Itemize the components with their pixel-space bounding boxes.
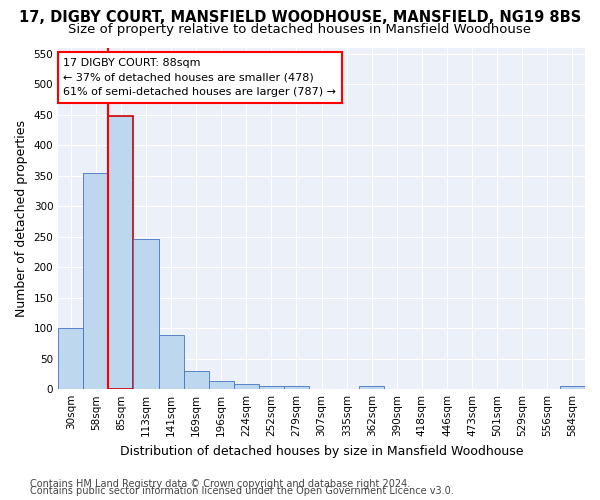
- Y-axis label: Number of detached properties: Number of detached properties: [15, 120, 28, 317]
- Bar: [359, 386, 385, 389]
- X-axis label: Distribution of detached houses by size in Mansfield Woodhouse: Distribution of detached houses by size …: [120, 444, 523, 458]
- Text: Contains public sector information licensed under the Open Government Licence v3: Contains public sector information licen…: [30, 486, 454, 496]
- Bar: [259, 386, 284, 389]
- Bar: [133, 239, 158, 389]
- Bar: [560, 386, 585, 389]
- Bar: [158, 336, 184, 389]
- Bar: [83, 172, 109, 389]
- Bar: [284, 386, 309, 389]
- Bar: [209, 381, 234, 389]
- Text: 17 DIGBY COURT: 88sqm
← 37% of detached houses are smaller (478)
61% of semi-det: 17 DIGBY COURT: 88sqm ← 37% of detached …: [64, 58, 337, 98]
- Text: 17, DIGBY COURT, MANSFIELD WOODHOUSE, MANSFIELD, NG19 8BS: 17, DIGBY COURT, MANSFIELD WOODHOUSE, MA…: [19, 10, 581, 25]
- Text: Contains HM Land Registry data © Crown copyright and database right 2024.: Contains HM Land Registry data © Crown c…: [30, 479, 410, 489]
- Bar: [58, 328, 83, 389]
- Text: Size of property relative to detached houses in Mansfield Woodhouse: Size of property relative to detached ho…: [68, 22, 532, 36]
- Bar: [109, 116, 133, 389]
- Bar: [184, 371, 209, 389]
- Bar: [234, 384, 259, 389]
